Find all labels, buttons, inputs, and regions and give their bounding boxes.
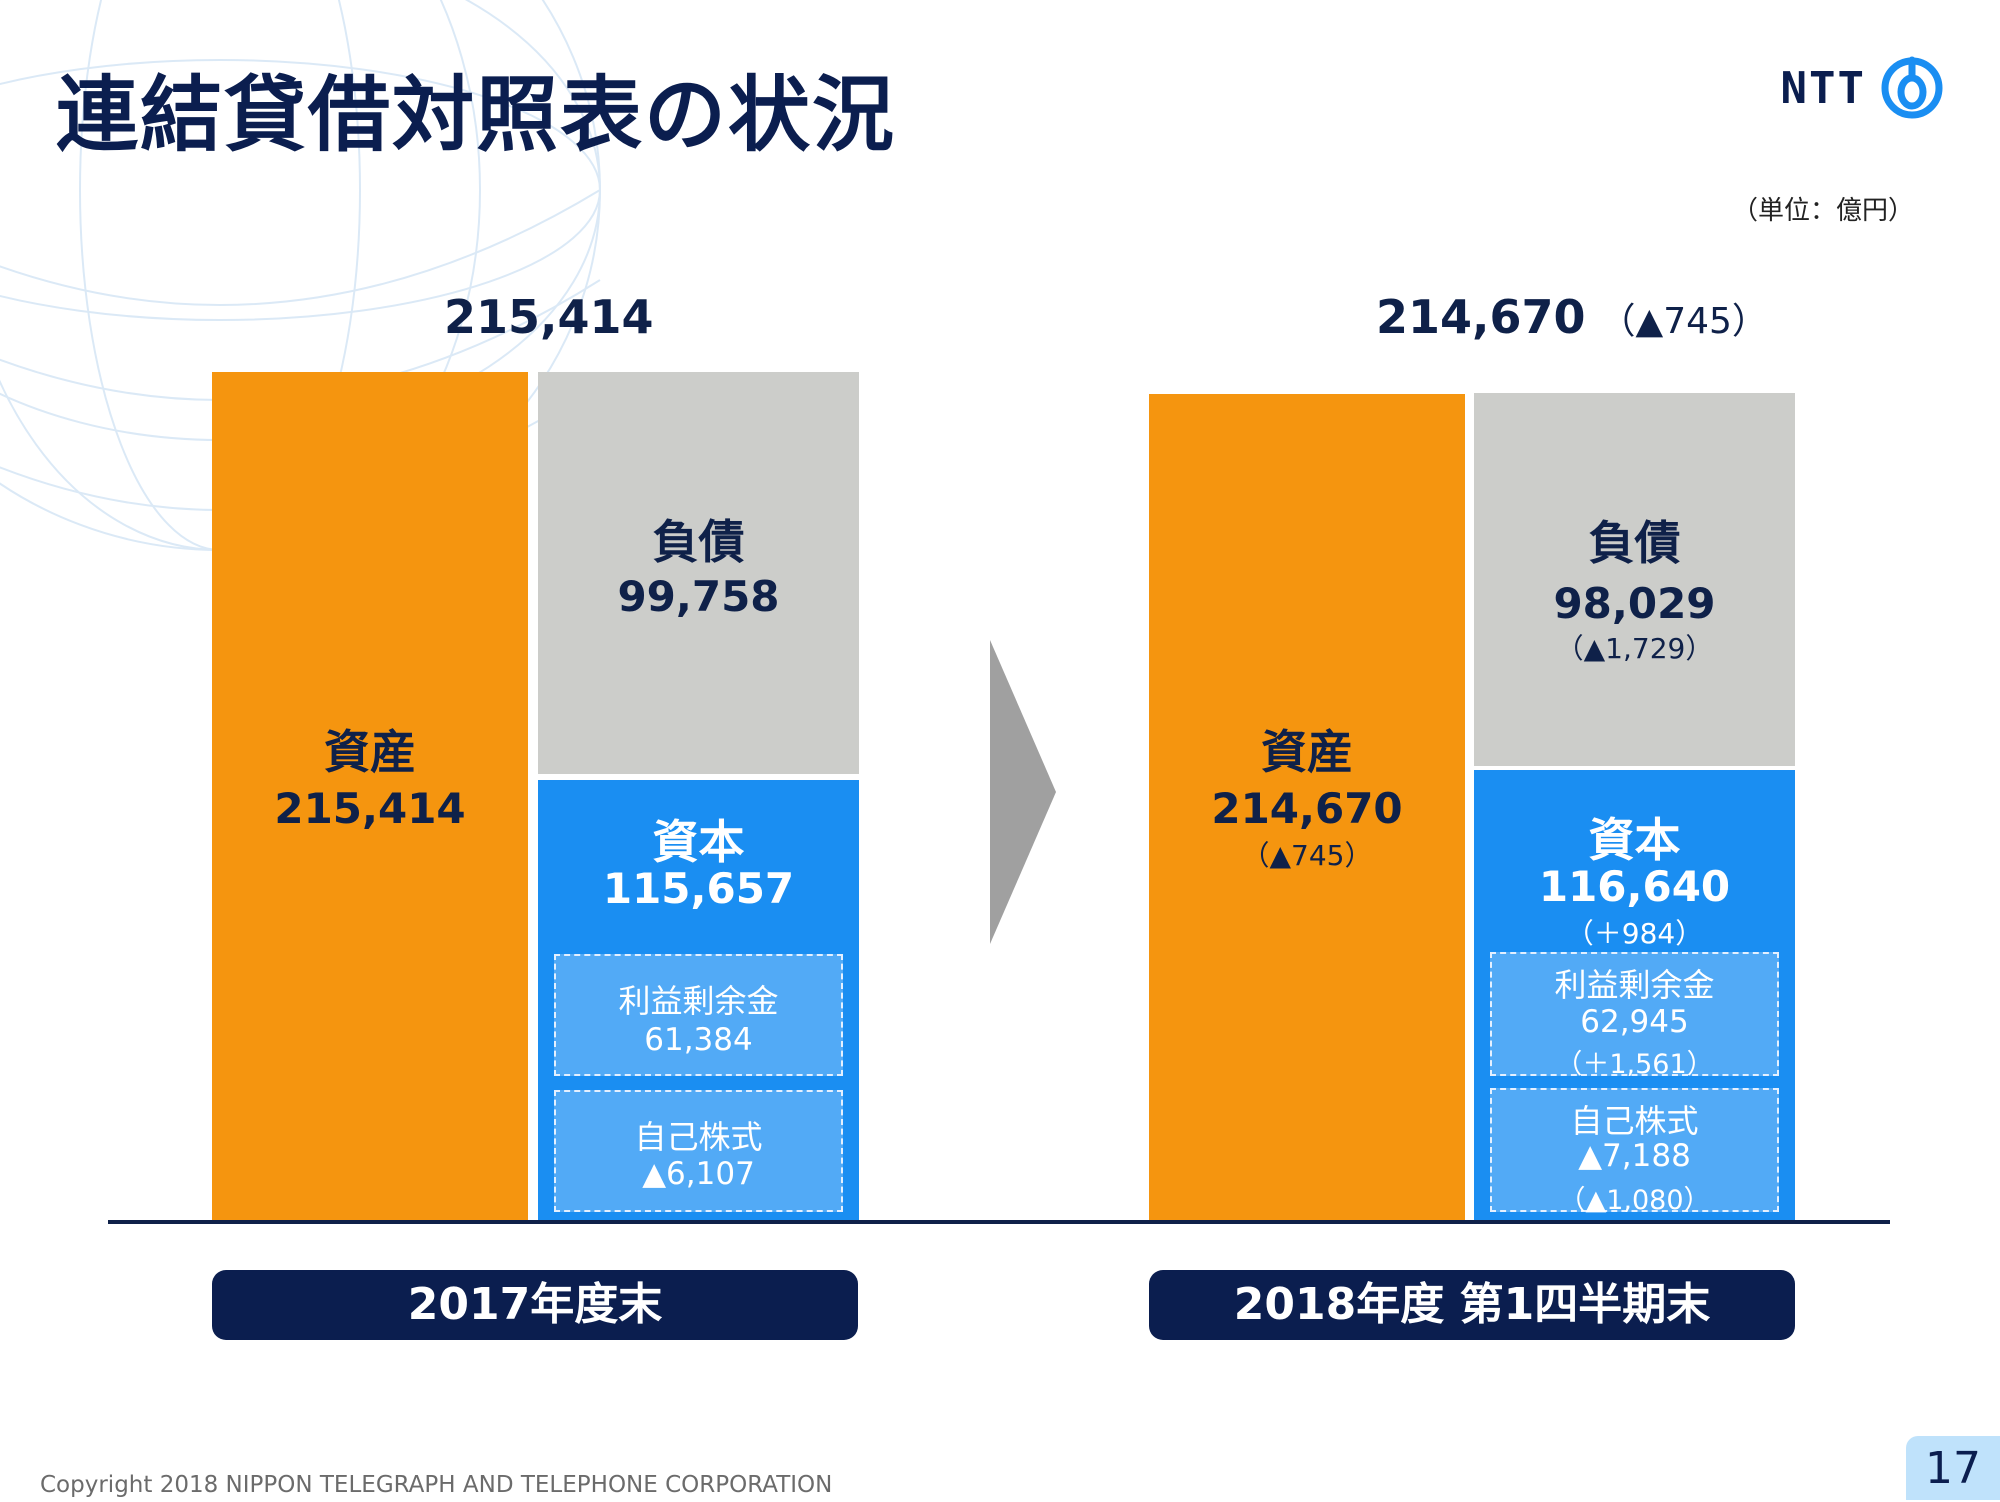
assets-value: 214,670 [1211, 784, 1403, 833]
copyright-text: Copyright 2018 NIPPON TELEGRAPH AND TELE… [40, 1472, 833, 1498]
page-title: 連結貸借対照表の状況 [56, 68, 897, 163]
bar-equity-2017: 資本 115,657 利益剰余金 61,384 自己株式 ▲6,107 [538, 780, 859, 1220]
bar-liabilities-2018q1: 負債 98,029 （▲1,729） [1474, 393, 1795, 766]
assets-change: （▲745） [1241, 839, 1373, 872]
bar-equity-2018q1: 資本 116,640 （＋984） 利益剰余金 62,945 （＋1,561） … [1474, 770, 1795, 1220]
liabilities-value: 98,029 [1553, 579, 1716, 628]
component-treasury-stock: 自己株式 ▲7,188 （▲1,080） [1490, 1088, 1779, 1216]
component-retained-earnings: 利益剰余金 62,945 （＋1,561） [1490, 952, 1779, 1080]
liabilities-label: 負債 [652, 515, 745, 569]
equity-change: （＋984） [1565, 917, 1704, 950]
component-name: 利益剰余金 [618, 982, 779, 1020]
component-value: ▲7,188 [1578, 1138, 1691, 1174]
total-value: 214,670 [1376, 290, 1586, 344]
component-name: 自己株式 [634, 1118, 763, 1156]
total-change: （▲745） [1599, 301, 1768, 342]
liabilities-label: 負債 [1588, 516, 1681, 570]
period-label-2018q1: 2018年度 第1四半期末 [1149, 1270, 1795, 1340]
equity-value: 115,657 [602, 864, 795, 913]
bar-liabilities-2017: 負債 99,758 [538, 372, 859, 774]
assets-label: 資産 [324, 725, 416, 779]
component-treasury-stock: 自己株式 ▲6,107 [554, 1090, 843, 1212]
ntt-logo-icon [1881, 56, 1943, 119]
transition-arrow-icon [990, 640, 1056, 944]
ntt-logo: NTT [1781, 52, 1944, 124]
total-label: 214,670 （▲745） [1376, 290, 1768, 344]
bar-assets-2017: 資産 215,414 [212, 372, 528, 1220]
component-value: 62,945 [1580, 1004, 1689, 1040]
total-value: 215,414 [444, 290, 654, 344]
page-number: 17 [1906, 1436, 2000, 1500]
component-change: （▲1,080） [1558, 1185, 1711, 1216]
liabilities-value: 99,758 [617, 572, 780, 621]
component-value: ▲6,107 [642, 1156, 755, 1192]
chart-baseline [108, 1220, 1890, 1224]
component-name: 利益剰余金 [1554, 966, 1715, 1004]
period-label-2017: 2017年度末 [212, 1270, 858, 1340]
component-retained-earnings: 利益剰余金 61,384 [554, 954, 843, 1076]
component-value: 61,384 [644, 1022, 753, 1058]
component-change: （＋1,561） [1555, 1049, 1714, 1080]
total-label: 215,414 [444, 290, 668, 344]
unit-note: （単位：億円） [1731, 196, 1914, 226]
bar-assets-2018q1: 資産 214,670 （▲745） [1149, 394, 1465, 1220]
liabilities-change: （▲1,729） [1555, 632, 1714, 665]
equity-label: 資本 [652, 815, 745, 869]
equity-value: 116,640 [1538, 862, 1731, 911]
component-name: 自己株式 [1570, 1102, 1699, 1140]
logo-wordmark: NTT [1780, 62, 1866, 114]
assets-value: 215,414 [274, 784, 466, 833]
assets-label: 資産 [1261, 725, 1353, 779]
equity-label: 資本 [1588, 813, 1681, 867]
